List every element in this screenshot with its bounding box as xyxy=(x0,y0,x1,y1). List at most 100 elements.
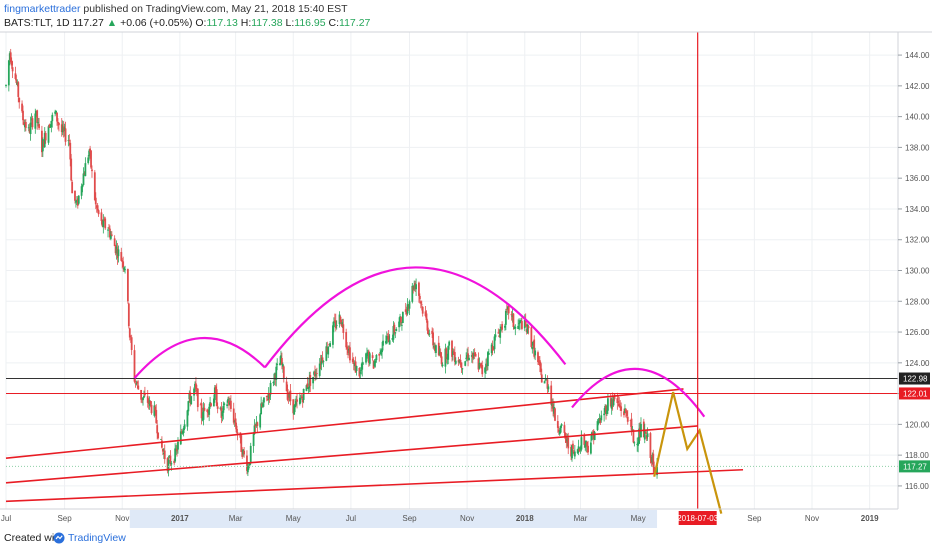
y-tick-label: 134.00 xyxy=(905,205,930,214)
candle-body xyxy=(320,357,323,365)
candle-body xyxy=(154,406,157,411)
candle-body xyxy=(150,404,153,414)
candle-body xyxy=(220,407,223,418)
tradingview-brand-link[interactable]: TradingView xyxy=(68,532,126,544)
candle-body xyxy=(30,118,33,121)
candle-body xyxy=(103,219,106,221)
candle-body xyxy=(646,433,649,437)
y-tick-label: 144.00 xyxy=(905,51,930,60)
time-range-highlight xyxy=(129,510,658,528)
axes: 116.00118.00120.00122.00124.00126.00128.… xyxy=(0,31,932,528)
candle-body xyxy=(653,465,656,474)
candle-body xyxy=(435,345,437,354)
candle-body xyxy=(121,260,124,262)
candle-body xyxy=(143,395,145,398)
candle-body xyxy=(181,431,184,434)
candle-body xyxy=(208,406,211,415)
candle-body xyxy=(563,425,566,433)
candle-body xyxy=(43,132,46,148)
candle-body xyxy=(136,382,139,384)
candle-body xyxy=(533,339,536,357)
candle-body xyxy=(212,398,215,407)
price-level-label: 117.27 xyxy=(903,462,927,471)
candle-body xyxy=(70,158,73,181)
candle-body xyxy=(623,411,625,416)
candle-body xyxy=(609,398,612,407)
candle-body xyxy=(36,110,39,123)
candle-body xyxy=(58,123,60,126)
close-label: C: xyxy=(328,17,340,29)
candle-body xyxy=(273,373,276,380)
candle-body xyxy=(188,393,191,400)
candle-body xyxy=(140,389,143,400)
candle-body xyxy=(432,332,435,346)
candle-body xyxy=(650,457,653,464)
candle-body xyxy=(393,324,396,334)
candle-body xyxy=(478,362,481,369)
candle-body xyxy=(590,442,592,454)
candle-body xyxy=(97,210,100,215)
candle-body xyxy=(18,97,21,103)
price-level-badge xyxy=(899,460,930,473)
candle-body xyxy=(107,229,109,231)
candle-body xyxy=(411,285,414,302)
candle-body xyxy=(100,212,103,221)
candle-body xyxy=(367,351,369,357)
y-tick-label: 126.00 xyxy=(905,328,930,337)
candle-body xyxy=(327,346,330,355)
candle-body xyxy=(8,53,11,60)
symbol-label[interactable]: BATS:TLT, 1D xyxy=(4,17,70,29)
arc-curve xyxy=(571,367,706,418)
candle-body xyxy=(446,357,449,359)
x-tick-label: May xyxy=(631,514,646,523)
candle-body xyxy=(405,309,408,315)
candle-body xyxy=(223,403,226,405)
candle-body xyxy=(394,332,397,334)
candle-body xyxy=(596,421,599,431)
candle-body xyxy=(157,432,160,439)
candle-body xyxy=(603,413,606,416)
candle-body xyxy=(500,326,503,329)
candle-body xyxy=(285,381,288,392)
candle-body xyxy=(82,173,85,185)
candle-body xyxy=(202,407,205,420)
candle-body xyxy=(372,360,375,369)
candle-body xyxy=(375,354,378,361)
author-link[interactable]: fingmarkettrader xyxy=(4,3,81,15)
candle-body xyxy=(129,338,132,340)
candle-body xyxy=(315,373,318,374)
candle-body xyxy=(346,346,349,349)
candle-body xyxy=(431,330,434,334)
candle-body xyxy=(146,396,149,403)
candle-body xyxy=(426,320,429,331)
candle-body xyxy=(420,304,423,306)
last-price: 117.27 xyxy=(72,17,104,29)
candle-body xyxy=(246,466,249,473)
candle-body xyxy=(149,401,152,405)
candle-body xyxy=(412,286,415,291)
y-tick-label: 136.00 xyxy=(905,174,930,183)
candlestick-series xyxy=(5,48,658,479)
candle-body xyxy=(47,126,50,143)
candle-body xyxy=(175,449,177,450)
candle-body xyxy=(507,304,510,314)
candle-body xyxy=(275,366,278,380)
candle-body xyxy=(180,431,183,433)
candle-body xyxy=(386,333,389,335)
candle-body xyxy=(170,463,173,465)
candle-body xyxy=(269,382,272,395)
candle-body xyxy=(557,429,560,432)
date-marker-badge xyxy=(678,511,717,525)
candle-body xyxy=(279,363,281,366)
y-tick-label: 132.00 xyxy=(905,236,930,245)
candle-body xyxy=(464,361,467,366)
candle-body xyxy=(342,324,345,333)
candle-body xyxy=(48,124,51,128)
candle-body xyxy=(169,455,172,464)
candle-body xyxy=(398,321,400,328)
candle-body xyxy=(240,435,243,452)
price-level-badge xyxy=(899,372,930,385)
publish-line: fingmarkettrader published on TradingVie… xyxy=(4,3,348,15)
candle-body xyxy=(83,173,86,175)
